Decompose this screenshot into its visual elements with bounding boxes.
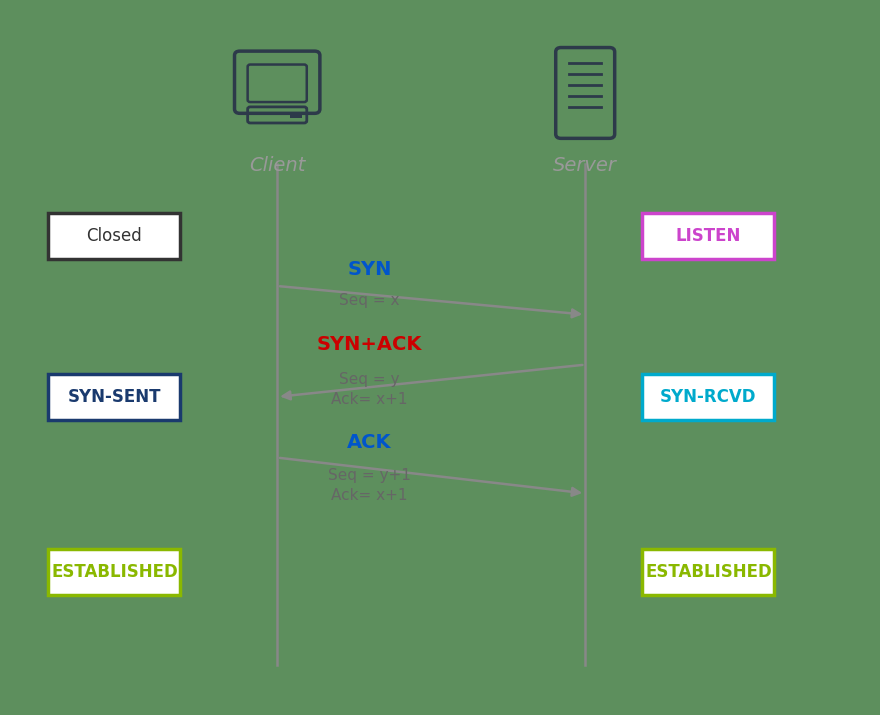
Text: ESTABLISHED: ESTABLISHED (645, 563, 772, 581)
Text: Seq = y: Seq = y (340, 372, 400, 387)
FancyBboxPatch shape (642, 549, 774, 595)
Text: ESTABLISHED: ESTABLISHED (51, 563, 178, 581)
Text: Seq = x: Seq = x (340, 293, 400, 308)
Text: Closed: Closed (86, 227, 143, 245)
Text: Seq = y+1: Seq = y+1 (328, 468, 411, 483)
FancyBboxPatch shape (642, 374, 774, 420)
Text: LISTEN: LISTEN (676, 227, 741, 245)
FancyBboxPatch shape (642, 213, 774, 260)
FancyBboxPatch shape (290, 112, 302, 119)
Text: SYN+ACK: SYN+ACK (317, 335, 422, 354)
Text: Ack= x+1: Ack= x+1 (332, 488, 407, 503)
FancyBboxPatch shape (48, 213, 180, 260)
Text: Client: Client (249, 156, 305, 175)
Text: SYN-RCVD: SYN-RCVD (660, 388, 757, 406)
Text: SYN-SENT: SYN-SENT (68, 388, 161, 406)
Text: ACK: ACK (348, 433, 392, 452)
Text: Server: Server (554, 156, 617, 175)
FancyBboxPatch shape (48, 374, 180, 420)
Text: SYN: SYN (348, 260, 392, 279)
FancyBboxPatch shape (48, 549, 180, 595)
Text: Ack= x+1: Ack= x+1 (332, 392, 407, 407)
